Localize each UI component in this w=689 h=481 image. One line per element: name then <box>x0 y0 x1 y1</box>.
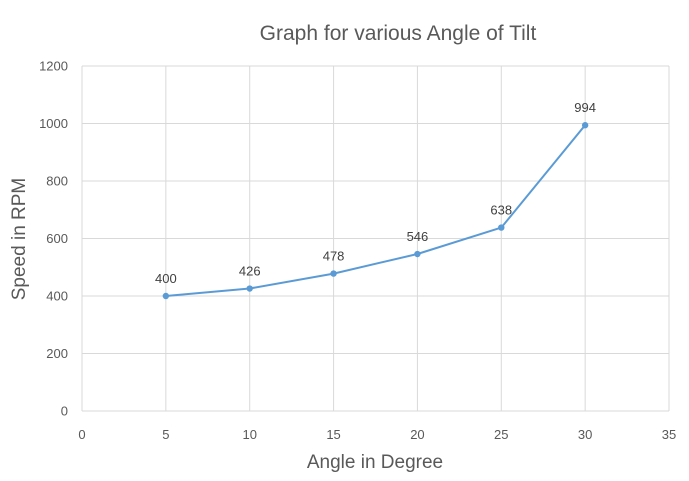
data-point <box>330 270 337 277</box>
x-tick-label: 20 <box>410 427 424 442</box>
data-labels: 400 426 478 546 638 994 <box>155 100 596 286</box>
x-tick-label: 5 <box>162 427 169 442</box>
data-label: 546 <box>407 229 429 244</box>
y-tick-label: 1000 <box>39 116 68 131</box>
y-tick-label: 400 <box>46 289 68 304</box>
data-point <box>414 250 421 258</box>
y-axis-title: Speed in RPM <box>9 178 30 301</box>
x-axis-title: Angle in Degree <box>307 452 443 473</box>
data-point <box>162 292 170 300</box>
data-label: 994 <box>574 100 596 115</box>
y-axis-ticks: 0 200 400 600 800 1000 1200 <box>39 59 68 419</box>
data-label: 400 <box>155 271 177 286</box>
x-axis-ticks: 0 5 10 15 20 25 30 35 <box>78 427 676 442</box>
x-tick-label: 25 <box>494 427 508 442</box>
x-tick-label: 0 <box>78 427 85 442</box>
y-tick-label: 1200 <box>39 59 68 74</box>
x-tick-label: 15 <box>326 427 340 442</box>
series-line <box>165 124 586 297</box>
y-tick-label: 600 <box>46 231 68 246</box>
x-tick-label: 10 <box>242 427 256 442</box>
series-group <box>162 122 589 300</box>
x-tick-label: 35 <box>662 427 676 442</box>
data-point <box>581 122 589 129</box>
y-tick-label: 200 <box>46 346 68 361</box>
data-point <box>246 285 253 292</box>
data-point <box>498 224 505 231</box>
y-tick-label: 0 <box>61 404 68 419</box>
x-tick-label: 30 <box>578 427 592 442</box>
gridlines <box>81 65 670 412</box>
data-label: 426 <box>239 264 261 279</box>
data-label: 478 <box>323 249 345 264</box>
y-tick-label: 800 <box>46 174 68 189</box>
chart-title: Graph for various Angle of Tilt <box>260 22 537 45</box>
data-label: 638 <box>490 203 512 218</box>
